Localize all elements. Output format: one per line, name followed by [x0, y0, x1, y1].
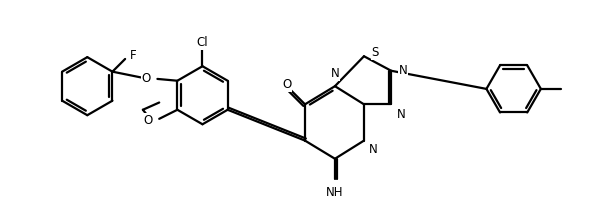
Text: NH: NH	[326, 186, 343, 198]
Text: N: N	[396, 108, 406, 121]
Text: N: N	[331, 67, 339, 80]
Text: O: O	[143, 114, 153, 127]
Text: O: O	[282, 78, 292, 91]
Text: N: N	[368, 143, 377, 156]
Text: O: O	[142, 72, 151, 85]
Text: Cl: Cl	[196, 36, 208, 49]
Text: S: S	[371, 46, 379, 59]
Text: F: F	[130, 49, 136, 62]
Text: N: N	[398, 64, 407, 77]
